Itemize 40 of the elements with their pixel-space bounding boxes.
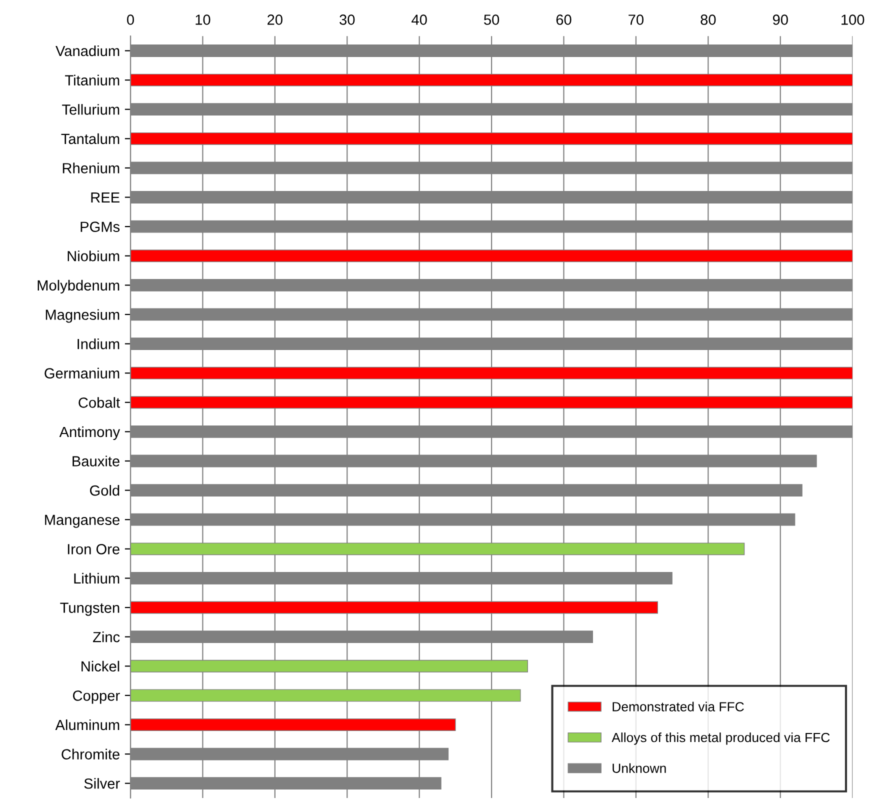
x-tick-label: 80 [700, 14, 716, 25]
x-tick-label: 20 [268, 14, 282, 25]
y-tick-label: Zinc [92, 632, 120, 642]
y-tick-label: Vanadium [56, 45, 120, 56]
x-tick-label: 100 [842, 14, 864, 25]
y-tick-label: Niobium [68, 250, 120, 262]
x-tick-label: 60 [556, 14, 572, 25]
y-tick-label: Germanium [44, 368, 120, 379]
x-tick-label: 0 [127, 14, 134, 25]
x-tick-label: 40 [412, 14, 427, 25]
x-tick-label: 90 [772, 14, 788, 25]
x-tick-label: 30 [340, 14, 355, 25]
y-tick-label: Indium [78, 338, 120, 350]
y-tick-label: Iron Ore [68, 544, 120, 554]
y-tick-label: Antimony [59, 426, 120, 440]
legend-label: Alloys of this metal produced via FFC [612, 732, 830, 745]
y-tick-label: Manganese [45, 514, 120, 528]
y-tick-label: Titanium [65, 74, 120, 86]
y-tick-label: Silver [84, 778, 120, 789]
x-tick-label: 50 [484, 14, 500, 25]
y-tick-label: Magnesium [46, 309, 120, 323]
y-tick-label: Tungsten [60, 602, 120, 616]
legend-label: Unknown [612, 763, 666, 773]
x-tick-label: 10 [196, 14, 210, 25]
x-tick-label: 70 [628, 14, 644, 25]
y-tick-label: Gold [90, 485, 120, 496]
y-tick-label: Tellurium [62, 104, 120, 115]
y-tick-label: Molybdenum [38, 280, 120, 294]
y-tick-label: Bauxite [72, 456, 120, 466]
y-tick-label: REE [91, 192, 120, 203]
y-tick-label: Copper [72, 690, 120, 704]
y-tick-label: Nickel [82, 660, 120, 672]
y-tick-label: Rhenium [62, 162, 120, 174]
y-tick-label: Aluminum [55, 719, 120, 730]
y-tick-label: Tantalum [61, 133, 120, 144]
y-tick-label: PGMs [80, 222, 120, 232]
y-tick-label: Chromite [62, 748, 120, 760]
legend-label: Demonstrated via FFC [612, 702, 744, 712]
y-tick-label: Lithium [74, 572, 120, 584]
y-tick-label: Cobalt [78, 397, 120, 408]
